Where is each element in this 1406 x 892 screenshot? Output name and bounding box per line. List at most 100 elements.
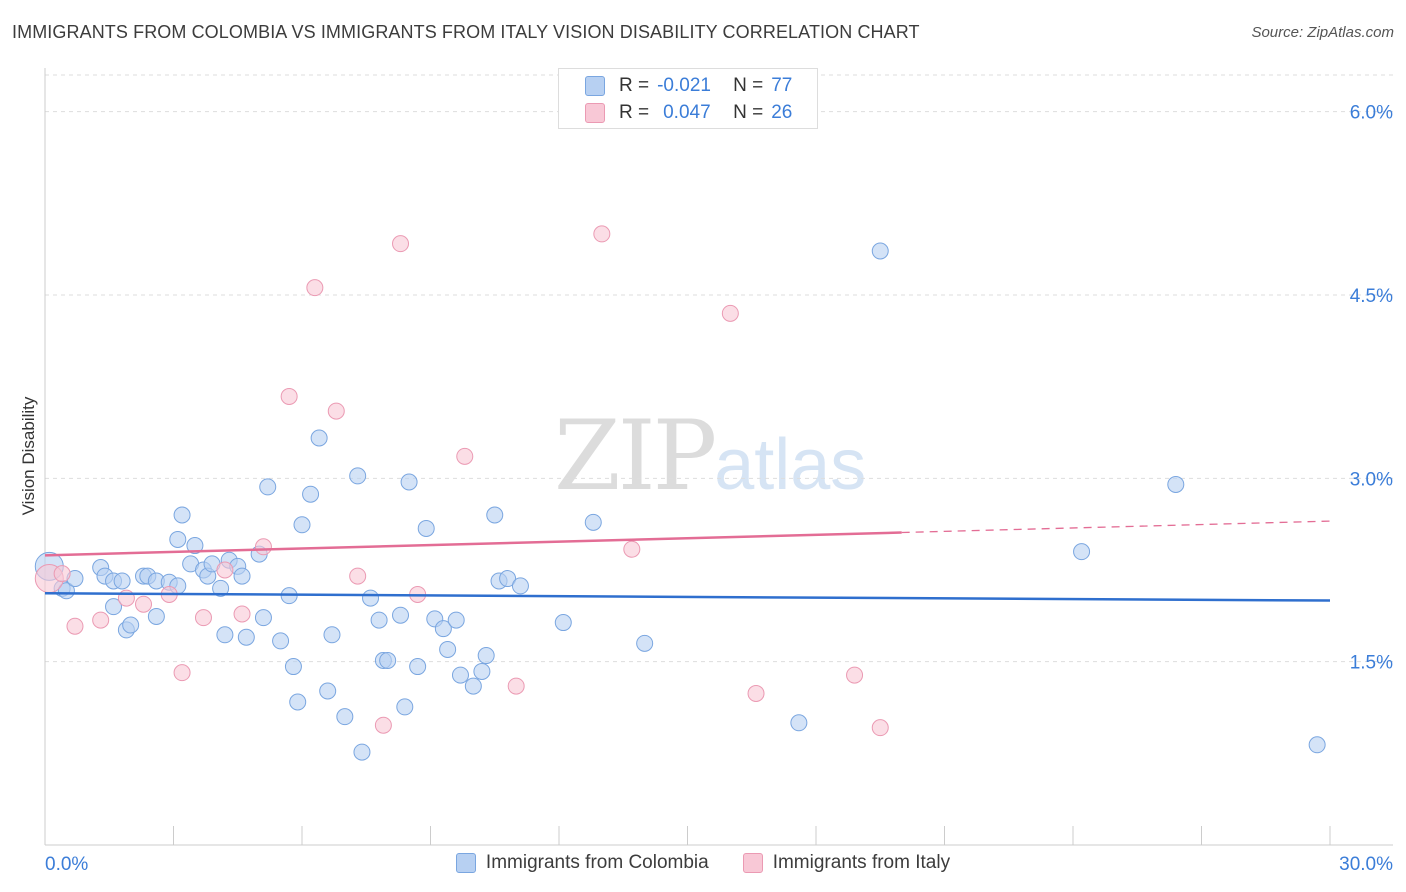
italy-point [593,225,611,243]
colombia-point [212,579,230,597]
colombia-point [392,606,410,624]
stats-legend-box: R = -0.021 N = 77 R = 0.047 N = 26 [558,68,818,129]
x-tick-label: 30.0% [1339,854,1393,875]
colombia-point [353,743,371,761]
italy-r-value: 0.047 [663,102,711,123]
colombia-point [636,634,654,652]
italy-point [254,538,272,556]
colombia-point [486,506,504,524]
colombia-point [473,662,491,680]
italy-point [327,402,345,420]
colombia-point [336,708,354,726]
colombia-point [396,698,414,716]
italy-trend-line-dashed [901,520,1331,534]
italy-swatch [585,103,605,123]
italy-n-label: N = [733,102,764,123]
legend-item-italy[interactable]: Immigrants from Italy [742,852,951,874]
italy-point [194,609,212,627]
x-tick-label: 0.0% [45,854,88,875]
colombia-point [362,589,380,607]
bottom-legend: Immigrants from Colombia Immigrants from… [0,852,1406,874]
colombia-point [105,598,123,616]
colombia-point [379,651,397,669]
colombia-point [584,513,602,531]
colombia-point [790,714,808,732]
colombia-point [173,506,191,524]
watermark-atlas: atlas [714,425,867,505]
colombia-point [272,632,290,650]
source-credit: Source: ZipAtlas.com [1251,24,1394,41]
italy-point [374,716,392,734]
italy-point [280,387,298,405]
legend-swatch-colombia [455,853,476,873]
colombia-point [113,572,131,590]
colombia-point [554,614,572,632]
colombia-point [323,626,341,644]
colombia-point [289,693,307,711]
chart-title: IMMIGRANTS FROM COLOMBIA VS IMMIGRANTS F… [12,22,920,42]
colombia-point [169,530,187,548]
colombia-point [284,658,302,676]
colombia-r-value: -0.021 [657,75,711,96]
colombia-point [147,607,165,625]
italy-point [66,617,84,635]
italy-point [507,677,525,695]
watermark-zip: ZIP [554,400,717,512]
italy-point [721,304,739,322]
watermark: ZIPatlas [554,400,866,512]
italy-point [135,595,153,613]
colombia-point [122,616,140,634]
colombia-n-value: 77 [771,75,793,96]
colombia-point [370,611,388,629]
colombia-point [349,467,367,485]
colombia-point [409,658,427,676]
legend-item-colombia[interactable]: Immigrants from Colombia [455,852,709,874]
italy-point [349,567,367,585]
italy-point [53,565,71,583]
colombia-point [400,473,418,491]
italy-point [846,666,864,684]
colombia-point [511,577,529,595]
y-tick-label: 1.5% [1350,653,1393,674]
colombia-trend-line [44,591,1331,602]
colombia-point [259,478,277,496]
colombia-point [216,626,234,644]
colombia-point [310,429,328,447]
y-tick-label: 4.5% [1350,286,1393,307]
colombia-point [451,666,469,684]
italy-point [233,605,251,623]
legend-label-colombia: Immigrants from Colombia [485,852,709,873]
colombia-point [293,516,311,534]
italy-point [623,540,641,558]
italy-point [747,684,765,702]
y-axis-label: Vision Disability [19,396,38,515]
colombia-point [871,242,889,260]
y-tick-label: 6.0% [1350,103,1393,124]
italy-point [173,664,191,682]
colombia-point [1167,475,1185,493]
colombia-point [57,582,75,600]
stats-row-colombia: R = -0.021 N = 77 [585,73,792,99]
colombia-point [417,519,435,537]
colombia-point [464,677,482,695]
colombia-point [186,537,204,555]
colombia-swatch [585,76,605,96]
italy-point [92,611,110,629]
italy-point [216,561,234,579]
colombia-r-label: R = [619,75,650,96]
colombia-point [319,682,337,700]
colombia-point [439,640,457,658]
stats-row-italy: R = 0.047 N = 26 [585,100,792,126]
italy-point [871,719,889,737]
colombia-point [477,647,495,665]
y-tick-label: 3.0% [1350,469,1393,490]
colombia-point [447,611,465,629]
italy-r-label: R = [619,102,650,123]
italy-point [392,235,410,253]
colombia-point [1308,736,1326,754]
italy-point [456,447,474,465]
legend-label-italy: Immigrants from Italy [772,852,951,873]
italy-trend-line [44,531,902,557]
colombia-point [434,620,452,638]
